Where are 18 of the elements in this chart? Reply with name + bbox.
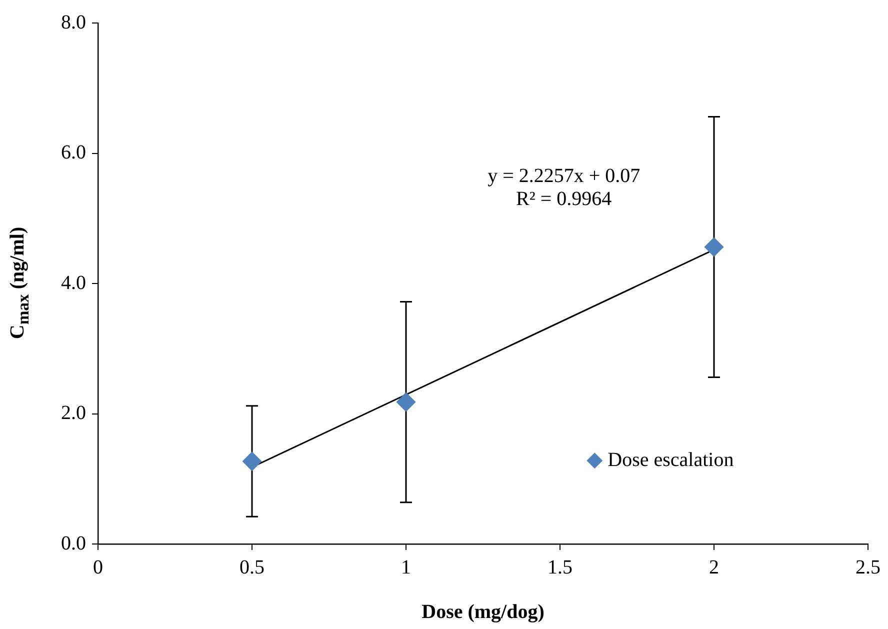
x-tick-label: 0.5: [240, 556, 264, 578]
y-tick-label: 4.0: [61, 272, 86, 294]
x-tick-label: 0: [93, 556, 103, 578]
y-tick-label: 2.0: [61, 402, 86, 424]
point: [704, 238, 724, 257]
legend-label: Dose escalation: [608, 448, 734, 471]
y-tick-label: 0.0: [61, 532, 86, 554]
point: [242, 452, 262, 471]
y-tick-label: 6.0: [61, 142, 86, 164]
x-tick-label: 1: [401, 556, 411, 578]
point: [396, 392, 416, 412]
annotation: y = 2.2257x + 0.07: [488, 164, 640, 187]
x-tick-label: 2.5: [856, 556, 880, 578]
x-tick-label: 2: [709, 556, 719, 578]
y-tick-label: 8.0: [61, 11, 86, 34]
x-axis-title: Dose (mg/dog): [422, 601, 544, 624]
annotation: R² = 0.9964: [516, 188, 612, 210]
x-tick-label: 1.5: [548, 556, 572, 578]
